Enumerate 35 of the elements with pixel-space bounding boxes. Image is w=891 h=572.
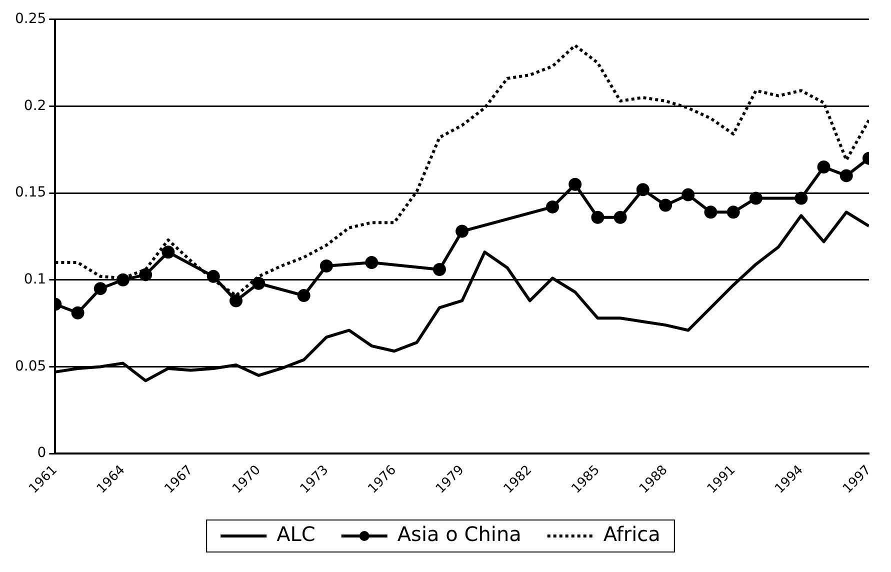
point (591, 210, 604, 224)
point (682, 188, 695, 202)
y-tick-label: 0 (37, 445, 46, 462)
point (659, 198, 672, 212)
point (139, 268, 152, 282)
point (726, 206, 740, 219)
point (568, 178, 582, 191)
point (432, 262, 446, 276)
y-tick-label: 0.1 (24, 272, 46, 288)
legend-label: ALC (276, 522, 316, 546)
y-tick-label: 0.2 (24, 98, 46, 114)
point (636, 183, 650, 196)
point (546, 200, 559, 214)
point (704, 206, 718, 219)
legend-label: Africa (603, 522, 660, 546)
point (365, 256, 378, 270)
legend-label: Asia o China (397, 522, 522, 546)
point (94, 282, 107, 296)
point (230, 294, 243, 308)
point (206, 270, 220, 283)
point (749, 192, 762, 205)
point (162, 246, 175, 259)
point (840, 169, 853, 182)
point (614, 210, 627, 224)
y-tick-label: 0.15 (15, 184, 46, 201)
point (794, 192, 808, 205)
point (456, 224, 469, 238)
point (71, 306, 84, 320)
point (320, 260, 333, 273)
y-tick-label: 0.25 (15, 11, 46, 28)
point (252, 276, 266, 290)
point (297, 289, 310, 302)
point (116, 273, 130, 286)
y-tick-label: 0.05 (15, 358, 46, 374)
point (817, 160, 830, 174)
